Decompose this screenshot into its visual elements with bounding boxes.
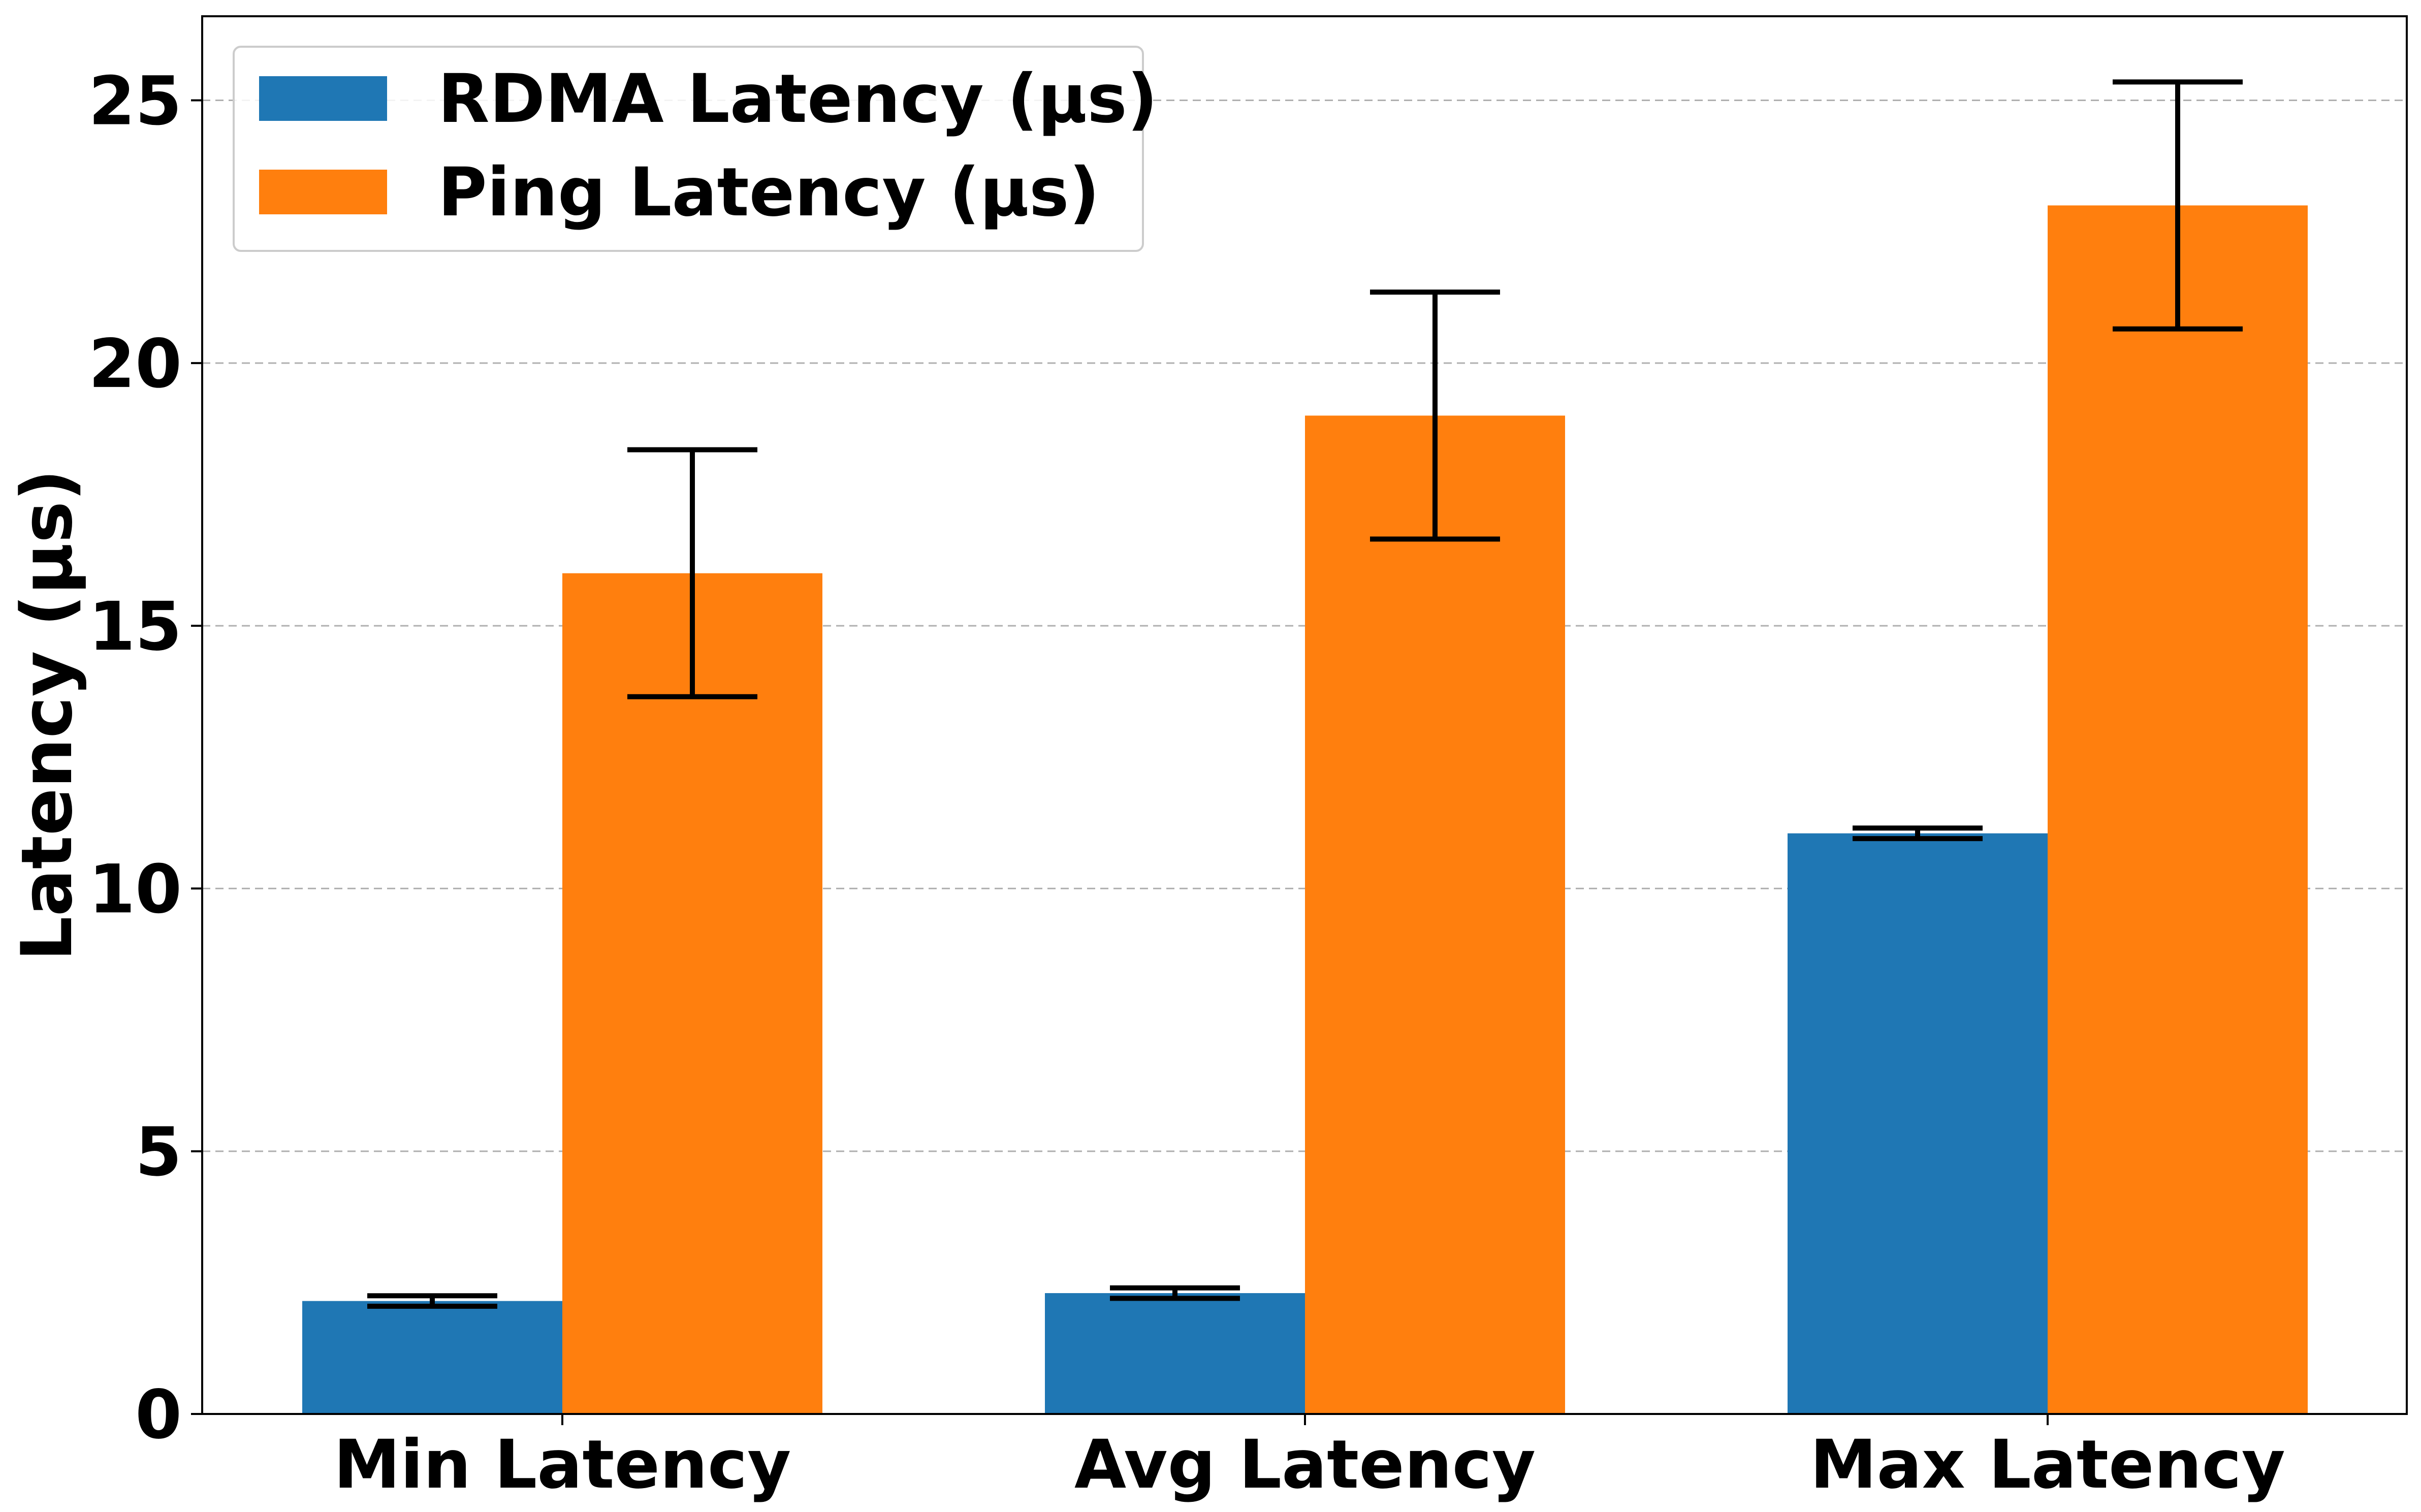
error-bar-ping-0 (627, 447, 757, 699)
legend-box (233, 46, 1144, 252)
x-tick-label-1: Avg Latency (1074, 1426, 1536, 1504)
bar-ping-2 (2048, 205, 2308, 1414)
bar-ping-0 (562, 573, 822, 1414)
y-tick-label-3: 15 (88, 588, 182, 666)
y-tick-label-2: 10 (88, 850, 182, 928)
legend-swatch-ping (259, 170, 387, 214)
bar-ping-1 (1305, 415, 1565, 1414)
x-tick-label-2: Max Latency (1810, 1426, 2285, 1504)
error-bars (367, 79, 2243, 1309)
legend-label-ping: Ping Latency (µs) (438, 153, 1100, 232)
error-bar-rdma-2 (1853, 825, 1983, 842)
bar-rdma-1 (1045, 1293, 1305, 1414)
legend: RDMA Latency (µs) Ping Latency (µs) (233, 46, 1158, 252)
bar-rdma-2 (1788, 833, 2048, 1414)
y-axis-ticks: 0 5 10 15 20 25 (88, 62, 202, 1454)
bars (302, 205, 2308, 1414)
x-tick-label-0: Min Latency (334, 1426, 791, 1504)
y-tick-label-0: 0 (135, 1376, 182, 1454)
legend-label-rdma: RDMA Latency (µs) (438, 60, 1158, 138)
y-tick-label-4: 20 (88, 325, 182, 403)
error-bar-rdma-1 (1110, 1285, 1240, 1301)
legend-swatch-rdma (259, 76, 387, 121)
x-axis-ticks: Min Latency Avg Latency Max Latency (334, 1414, 2285, 1504)
error-bar-ping-1 (1370, 289, 1500, 542)
y-tick-label-1: 5 (135, 1113, 182, 1192)
y-tick-label-5: 25 (88, 62, 182, 141)
bar-rdma-0 (302, 1301, 562, 1414)
error-bar-rdma-0 (367, 1293, 497, 1309)
y-axis-label: Latency (µs) (6, 469, 88, 961)
error-bar-ping-2 (2113, 79, 2243, 332)
